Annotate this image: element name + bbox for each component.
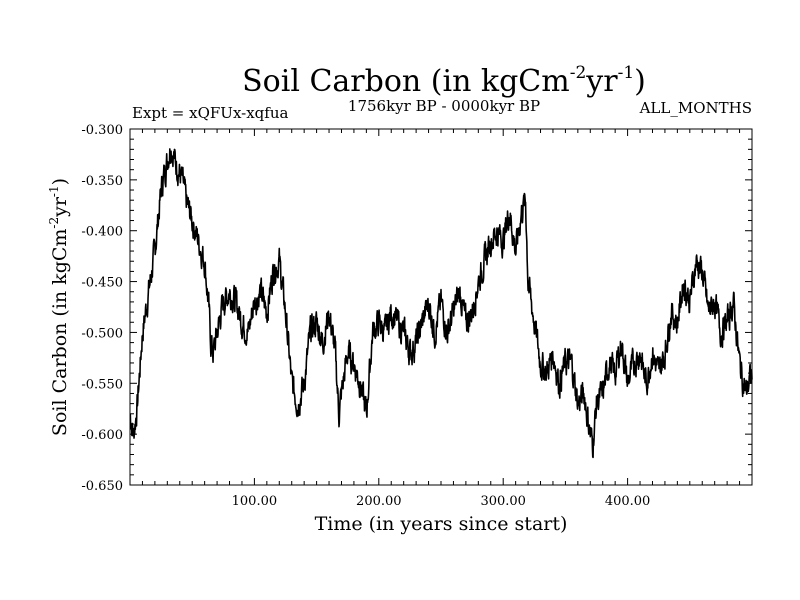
- x-tick-label: 100.00: [232, 494, 278, 509]
- x-tick-label: 300.00: [480, 494, 526, 509]
- x-tick-label: 400.00: [605, 494, 651, 509]
- x-axis-label: Time (in years since start): [315, 513, 568, 535]
- y-axis-label-sup1: -2: [47, 217, 61, 229]
- y-tick-label: -0.400: [81, 225, 123, 240]
- chart-title-mid: yr: [585, 64, 618, 99]
- y-axis-label-text: Soil Carbon (in kgCm: [49, 229, 71, 436]
- chart-title: Soil Carbon (in kgCm-2yr-1): [242, 63, 646, 99]
- y-axis-ticks: -0.300 -0.350 -0.400 -0.450 -0.500 -0.550 -0.6…: [81, 123, 752, 494]
- subtitle-right: ALL_MONTHS: [639, 99, 752, 117]
- y-tick-label: -0.500: [81, 326, 123, 341]
- chart-title-end: ): [634, 64, 646, 99]
- x-axis-ticks: 100.00 200.00 300.00 400.00: [141, 129, 741, 509]
- y-axis-label-end: ): [49, 178, 71, 185]
- chart-title-sup2: -1: [618, 63, 635, 83]
- y-tick-label: -0.550: [81, 377, 123, 392]
- y-tick-label: -0.300: [81, 123, 123, 138]
- y-axis-label-sup2: -1: [47, 185, 61, 197]
- subtitle-left: Expt = xQFUx-xqfua: [132, 104, 288, 122]
- y-tick-label: -0.600: [81, 428, 123, 443]
- chart-title-sup1: -2: [570, 63, 587, 83]
- x-tick-label: 200.00: [356, 494, 402, 509]
- y-axis-label: Soil Carbon (in kgCm-2yr-1): [47, 178, 71, 436]
- y-axis-label-mid: yr: [49, 196, 71, 218]
- y-tick-label: -0.650: [81, 479, 123, 494]
- series-line-soil-carbon: [129, 148, 753, 459]
- chart-title-text: Soil Carbon (in kgCm: [242, 64, 570, 99]
- y-tick-label: -0.450: [81, 276, 123, 291]
- subtitle-center: 1756kyr BP - 0000kyr BP: [348, 97, 540, 115]
- y-tick-label: -0.350: [81, 174, 123, 189]
